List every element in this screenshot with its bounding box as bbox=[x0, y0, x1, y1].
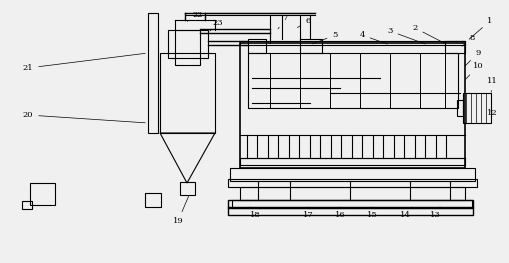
Text: 7: 7 bbox=[277, 14, 287, 29]
Bar bbox=[240, 187, 464, 200]
Text: 21: 21 bbox=[22, 53, 145, 72]
Bar bbox=[247, 39, 266, 53]
Bar bbox=[228, 207, 472, 215]
Text: 8: 8 bbox=[461, 34, 474, 46]
Bar bbox=[228, 179, 476, 187]
Text: 6: 6 bbox=[297, 17, 310, 28]
Text: 22: 22 bbox=[187, 11, 203, 22]
Text: 3: 3 bbox=[386, 27, 425, 44]
Bar bbox=[240, 158, 464, 165]
Bar bbox=[230, 168, 474, 181]
Text: 11: 11 bbox=[486, 77, 496, 92]
Text: 19: 19 bbox=[172, 196, 188, 225]
Bar bbox=[228, 200, 472, 208]
Bar bbox=[22, 201, 32, 209]
Text: 17: 17 bbox=[302, 207, 313, 219]
Text: 13: 13 bbox=[429, 207, 439, 219]
Text: 23: 23 bbox=[210, 19, 223, 31]
Bar bbox=[240, 43, 464, 168]
Text: 4: 4 bbox=[358, 31, 387, 44]
Text: 14: 14 bbox=[399, 207, 411, 219]
Bar bbox=[247, 53, 457, 108]
Bar bbox=[299, 39, 321, 53]
Bar bbox=[167, 30, 208, 58]
Text: 20: 20 bbox=[23, 111, 145, 123]
Text: 18: 18 bbox=[249, 207, 260, 219]
Bar bbox=[180, 182, 194, 195]
Text: 12: 12 bbox=[486, 109, 496, 117]
Bar bbox=[148, 13, 158, 133]
Text: 1: 1 bbox=[468, 17, 492, 39]
Bar bbox=[240, 41, 464, 45]
Bar bbox=[30, 183, 55, 205]
Text: 9: 9 bbox=[464, 49, 480, 66]
Text: 10: 10 bbox=[465, 62, 483, 79]
Bar bbox=[444, 41, 464, 53]
Bar bbox=[160, 53, 215, 133]
Text: 16: 16 bbox=[334, 207, 345, 219]
Text: 5: 5 bbox=[312, 31, 337, 44]
Text: 15: 15 bbox=[366, 207, 377, 219]
Text: 2: 2 bbox=[412, 24, 445, 44]
Bar bbox=[145, 193, 161, 207]
Bar bbox=[456, 100, 462, 116]
Bar bbox=[175, 30, 200, 65]
Bar bbox=[232, 200, 471, 208]
Bar bbox=[462, 93, 490, 123]
